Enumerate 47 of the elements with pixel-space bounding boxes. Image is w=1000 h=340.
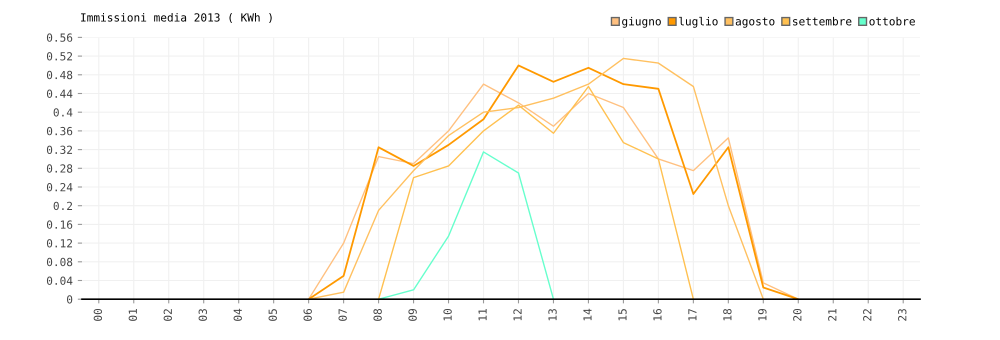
y-tick-label: 0.28	[46, 164, 72, 173]
x-tick-label: 00	[94, 308, 102, 321]
x-tick-label: 17	[688, 309, 696, 320]
x-tick-label: 19	[758, 308, 767, 320]
x-tick-label: 01	[128, 308, 138, 321]
y-tick-label: 0.36	[46, 126, 72, 136]
x-tick-label: 12	[513, 309, 522, 320]
y-tick-label: 0.48	[46, 70, 72, 80]
y-tick-label: 0.44	[46, 90, 72, 98]
x-tick-label: 06	[303, 308, 312, 321]
x-tick-label: 20	[793, 308, 802, 321]
x-tick-label: 09	[408, 308, 417, 321]
x-tick-label: 15	[618, 309, 627, 320]
y-tick-label: 0.16	[46, 220, 72, 229]
chart-title: Immissioni media 2013 ( KWh )	[81, 13, 272, 23]
y-tick-label: 0.12	[46, 239, 72, 248]
legend-label: luglio	[679, 16, 718, 28]
x-tick-label: 16	[653, 308, 662, 320]
y-tick-label: 0.56	[46, 33, 72, 42]
x-tick-label: 05	[268, 309, 277, 321]
x-tick-label: 23	[898, 309, 906, 321]
x-tick-label: 02	[164, 309, 172, 321]
y-tick-label: 0	[67, 295, 72, 304]
y-tick-label: 0.32	[46, 146, 72, 154]
legend-label: agosto	[736, 18, 774, 28]
x-tick-label: 22	[863, 309, 872, 321]
x-tick-label: 13	[548, 309, 557, 320]
x-tick-label: 10	[443, 308, 452, 320]
y-tick-label: 0.04	[46, 276, 72, 285]
legend-label: giugno	[622, 16, 661, 28]
line-series	[378, 86, 694, 300]
x-tick-label: 03	[198, 309, 207, 321]
y-tick-label: 0.08	[46, 258, 72, 266]
x-tick-label: 04	[234, 308, 242, 321]
x-tick-label: 18	[723, 308, 732, 320]
x-tick-label: 07	[338, 309, 347, 321]
x-tick-label: 11	[478, 308, 487, 320]
y-tick-label: 0.4	[54, 108, 72, 117]
x-tick-label: 14	[583, 308, 592, 320]
x-tick-label: 08	[373, 308, 382, 321]
y-tick-label: 0.2	[54, 202, 72, 210]
line-series	[378, 151, 554, 300]
x-tick-label: 21	[828, 308, 836, 321]
y-tick-label: 0.24	[46, 183, 72, 192]
legend-label: settembre	[793, 16, 852, 26]
legend-label: ottobre	[869, 16, 915, 26]
y-tick-label: 0.52	[46, 52, 72, 61]
